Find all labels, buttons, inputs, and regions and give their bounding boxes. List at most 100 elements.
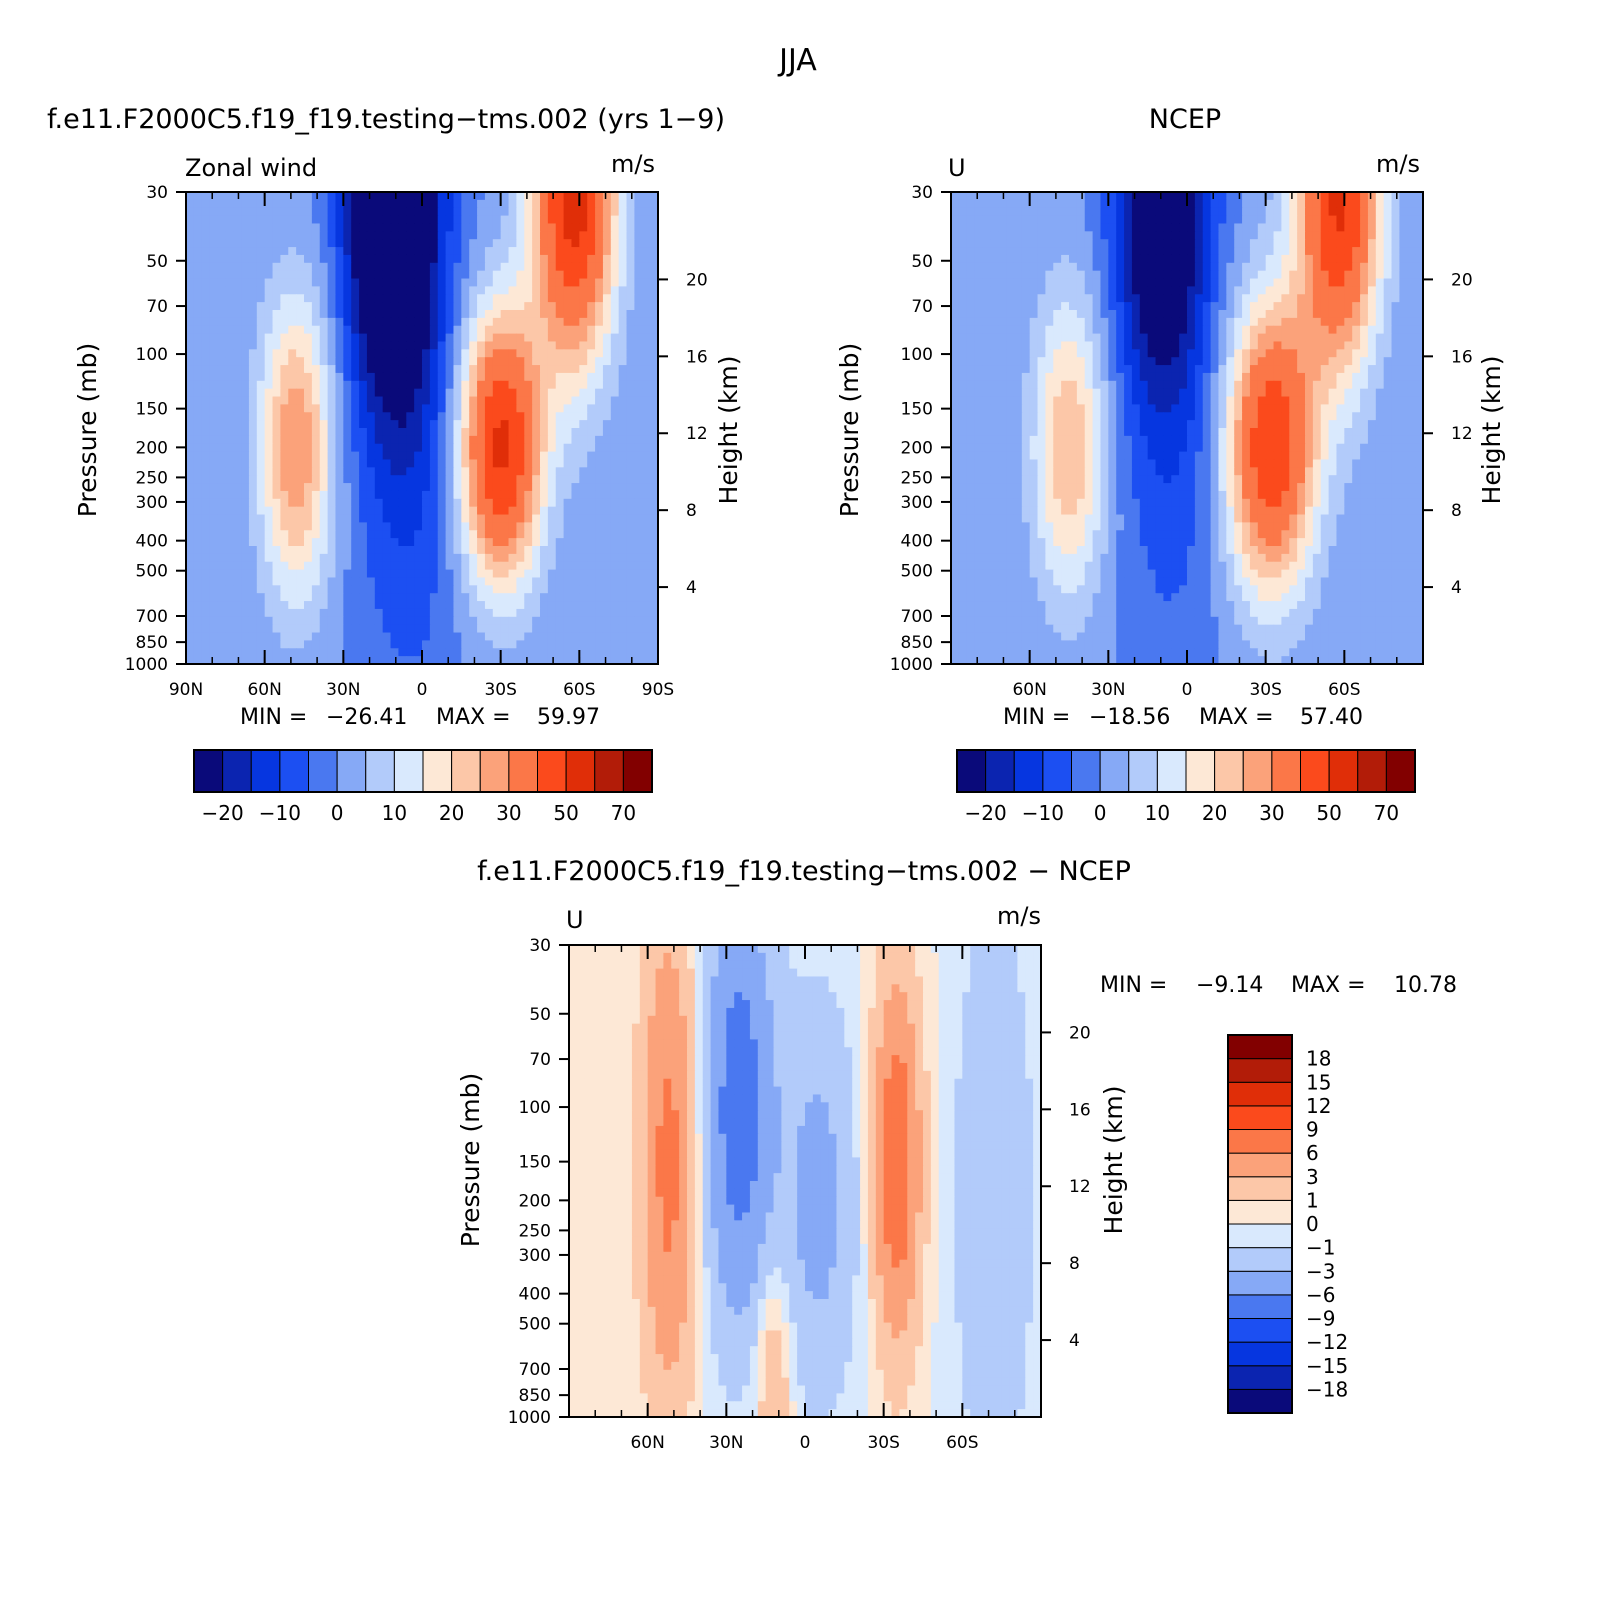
- contour-cell: [642, 278, 651, 287]
- contour-cell: [1407, 207, 1416, 217]
- contour-cell: [217, 569, 226, 579]
- contour-cell: [209, 498, 219, 508]
- contour-cell: [445, 365, 455, 374]
- contour-cell: [366, 247, 376, 256]
- contour-cell: [390, 317, 399, 327]
- contour-cell: [1187, 231, 1196, 240]
- contour-cell: [610, 577, 620, 586]
- contour-cell: [453, 199, 462, 209]
- contour-cell: [579, 483, 588, 492]
- contour-cell: [540, 215, 549, 225]
- contour-cell: [563, 640, 573, 649]
- contour-cell: [516, 467, 525, 476]
- contour-cell: [1013, 247, 1023, 256]
- contour-cell: [1061, 349, 1070, 358]
- contour-cell: [398, 451, 407, 461]
- contour-cell: [280, 530, 289, 539]
- contour-cell: [248, 372, 258, 382]
- contour-cell: [406, 538, 415, 547]
- contour-cell: [1021, 349, 1031, 358]
- contour-cell: [453, 262, 462, 272]
- contour-cell: [642, 310, 651, 319]
- contour-cell: [602, 490, 612, 500]
- contour-cell: [1171, 247, 1180, 256]
- contour-cell: [1116, 278, 1125, 287]
- contour-cell: [555, 593, 565, 602]
- contour-cell: [1061, 207, 1070, 217]
- contour-cell: [1045, 207, 1054, 217]
- contour-cell: [982, 317, 991, 327]
- contour-cell: [626, 380, 635, 390]
- contour-cell: [453, 372, 462, 382]
- contour-cell: [579, 585, 588, 594]
- contour-cell: [492, 192, 502, 201]
- contour-cell: [406, 192, 415, 201]
- contour-cell: [626, 396, 635, 405]
- contour-cell: [982, 341, 991, 350]
- contour-cell: [343, 294, 352, 303]
- contour-cell: [602, 207, 612, 217]
- contour-cell: [500, 608, 510, 618]
- contour-cell: [469, 514, 478, 523]
- contour-cell: [319, 561, 329, 571]
- contour-cell: [366, 538, 376, 547]
- contour-cell: [382, 357, 392, 366]
- contour-cell: [335, 435, 344, 445]
- contour-cell: [248, 608, 258, 618]
- contour-cell: [272, 333, 281, 343]
- contour-cell: [508, 254, 517, 264]
- contour-cell: [193, 608, 203, 618]
- contour-cell: [587, 585, 596, 594]
- contour-cell: [311, 317, 321, 327]
- contour-cell: [429, 616, 439, 626]
- contour-cell: [1289, 349, 1298, 358]
- contour-cell: [453, 608, 462, 618]
- contour-cell: [233, 593, 242, 602]
- contour-cell: [532, 451, 541, 461]
- contour-cell: [1234, 302, 1243, 311]
- contour-cell: [1399, 199, 1408, 209]
- contour-cell: [327, 498, 337, 508]
- contour-cell: [524, 546, 533, 555]
- contour-cell: [366, 420, 376, 429]
- contour-cell: [650, 254, 659, 264]
- contour-cell: [1021, 325, 1031, 335]
- contour-cell: [508, 404, 517, 413]
- contour-cell: [359, 624, 368, 634]
- contour-cell: [602, 577, 612, 586]
- contour-cell: [579, 616, 588, 626]
- contour-cell: [555, 506, 565, 516]
- contour-cell: [248, 294, 258, 303]
- contour-cell: [524, 404, 533, 413]
- contour-cell: [406, 199, 415, 209]
- contour-cell: [374, 616, 384, 626]
- contour-cell: [272, 498, 281, 508]
- contour-cell: [555, 616, 565, 626]
- contour-cell: [650, 498, 659, 508]
- contour-cell: [587, 632, 596, 641]
- contour-cell: [406, 365, 415, 374]
- contour-cell: [990, 294, 999, 303]
- contour-cell: [1352, 310, 1361, 319]
- contour-cell: [288, 325, 297, 335]
- contour-cell: [186, 412, 195, 421]
- contour-cell: [296, 192, 305, 201]
- contour-cell: [382, 286, 392, 295]
- contour-cell: [508, 616, 517, 626]
- contour-cell: [555, 239, 565, 248]
- contour-cell: [650, 569, 659, 579]
- contour-cell: [1045, 215, 1054, 225]
- contour-cell: [642, 538, 651, 547]
- contour-cell: [1021, 231, 1031, 240]
- contour-cell: [1076, 302, 1086, 311]
- contour-cell: [272, 546, 281, 555]
- contour-cell: [429, 601, 439, 610]
- contour-cell: [193, 278, 203, 287]
- contour-cell: [304, 608, 313, 618]
- contour-cell: [547, 247, 557, 256]
- contour-cell: [422, 357, 431, 366]
- contour-cell: [516, 349, 525, 358]
- contour-cell: [343, 372, 352, 382]
- contour-cell: [634, 286, 643, 295]
- contour-cell: [587, 569, 596, 579]
